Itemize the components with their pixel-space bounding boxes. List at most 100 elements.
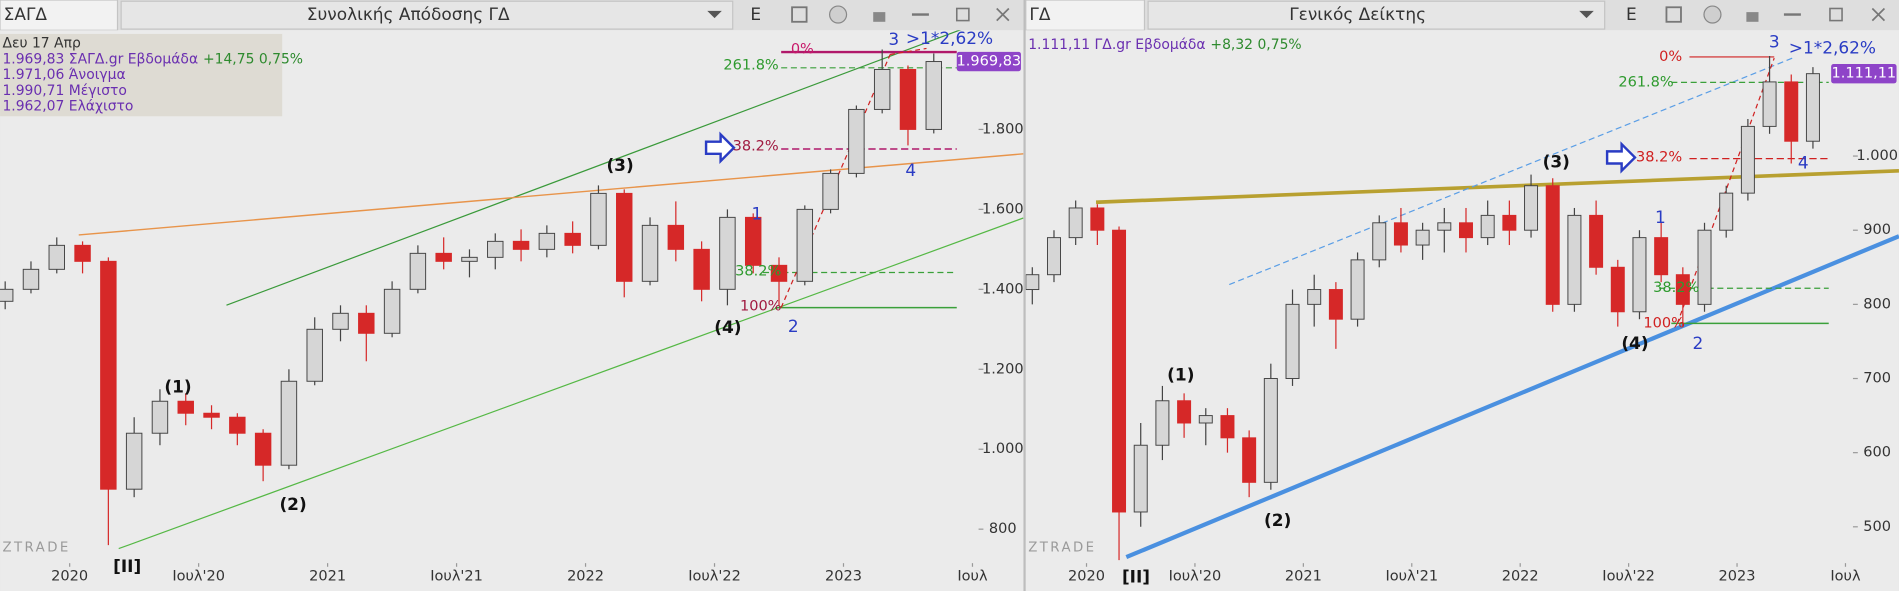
toolbar-icon[interactable] [996,7,1010,22]
toolbar-icon[interactable] [1665,6,1682,23]
x-tick-label: Ιουλ'21 [1385,568,1438,584]
candle-body [125,432,143,490]
chart-panel: ΓΔ Γενικός Δείκτης E ZTRADE (1) (2) (3) (4) [II]… [1025,0,1899,591]
x-tick-label: Ιουλ [957,568,988,584]
candle-body [280,380,298,466]
toolbar-button[interactable]: E [1626,4,1637,24]
target-label: >1*2,62% [906,28,993,48]
toolbar-button[interactable]: E [750,4,761,24]
candle-body [1307,289,1322,305]
candle-body [1480,214,1495,239]
toolbar-icon[interactable] [1829,7,1843,22]
x-tick-label: 2021 [1285,568,1322,584]
x-tick-label: Ιουλ'22 [688,568,741,584]
fib-label: 261.8% [1618,74,1673,90]
candle-body [1025,274,1040,291]
toolbar-icon[interactable] [873,12,886,22]
symbol-tab[interactable] [1025,0,1146,31]
toolbar-icon[interactable] [791,6,808,23]
candle-body [822,172,839,210]
title-dropdown-label: Συνολικής Απόδοσης ΓΔ [307,4,510,24]
title-dropdown[interactable] [120,0,734,30]
wave-label: (1) [1167,364,1194,384]
candle-body [332,312,349,330]
subwave-label: 1 [1655,207,1666,227]
candle-body [1328,289,1343,320]
y-tick-label: 900 [1863,222,1891,238]
x-tick-label: Ιουλ'20 [1169,568,1222,584]
fib-label: 0% [791,42,814,58]
watermark: ZTRADE [1028,540,1096,555]
plot-area [1025,30,1899,591]
info-line: 1.990,71 Μέγιστο [2,83,127,99]
wave-label: (4) [1621,333,1648,353]
subwave-label: 4 [905,160,916,180]
wave-label: (1) [164,377,191,397]
candle-body [48,244,65,270]
x-tick-label: 2022 [1502,568,1539,584]
splitter [1023,0,1026,591]
candle-body [358,312,375,334]
candle-body [1372,222,1387,261]
drawing-line [78,153,1024,236]
candle-body [925,61,942,130]
toolbar-icon[interactable] [1783,13,1801,16]
toolbar-icon[interactable] [1703,5,1722,24]
toolbar-icon[interactable] [1871,7,1886,22]
price-tag [956,51,1021,72]
candle-body [1740,125,1755,194]
candle-body [899,68,917,130]
candle-body [461,256,478,262]
candle-body [1263,378,1278,483]
subwave-label: 1 [752,203,763,223]
target-label: >1*2,62% [1789,37,1876,57]
info-quote: 1.969,83 ΣΑΓΔ.gr Εβδομάδα [2,51,198,67]
candle-body [74,244,91,262]
candle-body [1675,274,1690,305]
info-quote-line: 1.969,83 ΣΑΓΔ.gr Εβδομάδα +14,75 0,75% [2,51,303,67]
y-tick-label: 1.200 [982,361,1024,377]
toolbar-icon[interactable] [955,7,970,22]
price-tag-label: 1.969,83 [957,54,1022,70]
candle-body [744,216,762,266]
candle-body [1242,437,1257,483]
candle-body [1524,185,1539,231]
candle-body [1762,81,1777,127]
y-tick-label: 500 [1863,519,1891,535]
candle-body [1046,237,1061,276]
y-tick-label: 1.600 [982,201,1024,217]
watermark: ZTRADE [2,540,70,555]
wave-label: (2) [1264,510,1291,530]
info-quote: 1.111,11 ΓΔ.gr Εβδομάδα [1028,37,1205,53]
candle-body [435,252,452,262]
y-tick-label: 1.400 [982,281,1024,297]
fib-label: 100% [1643,315,1685,331]
y-tick-label: 800 [1863,296,1891,312]
x-tick-label: 2021 [309,568,346,584]
candle-body [873,68,891,110]
price-tag [1831,63,1897,84]
candle-body [1545,185,1560,305]
symbol-tab-label: ΣΑΓΔ [4,4,48,24]
candle-body [0,288,14,302]
price-tag-label: 1.111,11 [1832,66,1897,82]
y-tick-label: 1.000 [982,441,1024,457]
plot: ZTRADE (1) (2) (3) (4) [II] 1 2 3 4 >1*2,62% 0% 261.… [1025,31,1899,587]
toolbar-icon[interactable] [911,13,929,16]
y-tick-label: 700 [1863,371,1891,387]
toolbar-icon[interactable] [1746,12,1759,22]
candle-body [1393,222,1408,246]
toolbar-icon[interactable] [828,5,848,24]
x-tick-label: 2020 [51,568,88,584]
candle-body [229,416,246,434]
candle-body [383,288,401,334]
x-tick-label: Ιουλ'22 [1602,568,1655,584]
subwave-label: 2 [788,316,799,336]
candle-body [1068,207,1083,239]
title-dropdown[interactable] [1147,0,1606,30]
candle-body [848,108,865,174]
drawing-line [1676,57,1775,324]
wave-label: (2) [279,494,306,514]
